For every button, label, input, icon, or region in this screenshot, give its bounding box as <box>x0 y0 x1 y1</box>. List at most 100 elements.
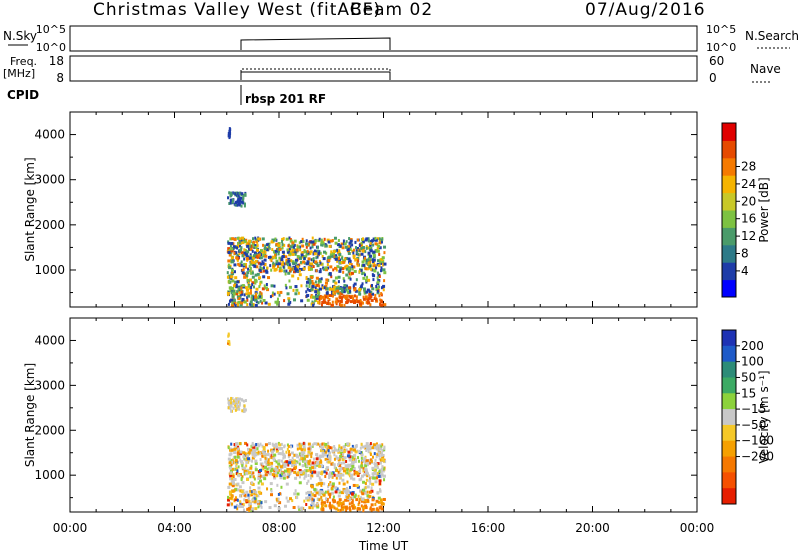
data-cell <box>292 506 296 510</box>
data-cell <box>314 280 317 284</box>
data-cell <box>288 279 291 283</box>
data-cell <box>358 501 361 505</box>
data-cell <box>231 467 234 471</box>
data-cell <box>239 500 242 504</box>
data-cell <box>249 245 252 249</box>
data-cell <box>351 504 354 508</box>
data-cell <box>357 459 360 463</box>
data-cell <box>275 460 278 464</box>
data-cell <box>300 453 303 457</box>
data-cell <box>230 191 233 195</box>
data-cell <box>353 294 356 298</box>
data-cell <box>238 196 241 200</box>
data-cell <box>332 291 335 295</box>
data-cell <box>376 280 380 284</box>
data-cell <box>303 499 306 503</box>
data-cell <box>273 476 277 480</box>
data-cell <box>372 473 375 477</box>
data-cell <box>369 442 372 446</box>
data-cell <box>333 287 337 291</box>
data-cell <box>348 502 351 506</box>
data-cell <box>365 237 369 241</box>
data-cell <box>346 495 350 499</box>
data-cell <box>300 442 303 446</box>
data-cell <box>231 475 235 479</box>
data-cell <box>272 255 276 259</box>
data-cell <box>369 476 372 480</box>
data-cell <box>347 245 350 249</box>
data-cell <box>245 254 248 258</box>
data-cell <box>326 238 330 242</box>
data-cell <box>274 237 277 241</box>
data-cell <box>308 278 312 282</box>
data-cell <box>331 505 335 509</box>
data-cell <box>364 295 368 299</box>
data-cell <box>296 471 300 475</box>
data-cell <box>269 257 273 261</box>
data-cell <box>270 493 274 497</box>
data-cell <box>230 249 234 253</box>
data-cell <box>343 284 347 288</box>
data-cell <box>302 260 306 264</box>
data-cell <box>251 283 254 287</box>
data-cell <box>230 247 234 251</box>
data-cell <box>320 445 323 449</box>
data-cell <box>362 287 366 291</box>
data-cell <box>377 508 380 512</box>
data-cell <box>349 247 352 251</box>
data-cell <box>359 496 362 500</box>
data-cell <box>331 287 335 291</box>
data-cell <box>327 489 330 493</box>
data-cell <box>351 456 354 460</box>
data-cell <box>229 289 232 293</box>
data-cell <box>372 476 376 480</box>
colorbar-segment <box>722 210 736 228</box>
data-cell <box>326 263 329 267</box>
data-cell <box>338 287 342 291</box>
data-cell <box>247 291 251 295</box>
data-cell <box>381 256 384 260</box>
data-cell <box>341 448 344 452</box>
data-cell <box>238 485 242 489</box>
colorbar-frame <box>721 122 737 298</box>
data-cell <box>320 277 323 281</box>
data-cell <box>255 443 258 447</box>
data-cell <box>312 240 315 244</box>
data-cell <box>382 288 385 292</box>
data-cell <box>233 489 236 493</box>
data-cell <box>328 471 331 475</box>
data-cell <box>259 468 263 472</box>
data-cell <box>294 261 298 265</box>
data-cell <box>253 251 257 255</box>
data-cell <box>300 456 303 460</box>
data-cell <box>360 474 364 478</box>
data-cell <box>349 491 352 495</box>
data-cell <box>374 464 378 468</box>
data-cell <box>349 289 352 293</box>
data-cell <box>233 451 237 455</box>
data-cell <box>305 469 308 473</box>
data-cell <box>237 201 240 205</box>
data-cell <box>335 455 338 459</box>
data-cell <box>349 238 353 242</box>
data-cell <box>236 507 239 511</box>
data-cell <box>348 463 351 467</box>
data-cell <box>364 486 367 490</box>
data-cell <box>358 478 362 482</box>
data-cell <box>266 453 270 457</box>
data-cell <box>345 294 349 298</box>
data-cell <box>316 255 319 259</box>
data-cell <box>242 198 245 202</box>
data-cell <box>311 242 314 246</box>
data-cell <box>383 251 386 255</box>
colorbar-tick-label: 16 <box>741 212 756 226</box>
data-cell <box>349 447 353 451</box>
data-cell <box>241 236 245 240</box>
data-cell <box>360 301 364 305</box>
data-cell <box>260 505 263 509</box>
data-cell <box>227 251 231 255</box>
data-cell <box>250 259 253 263</box>
data-cell <box>258 504 262 508</box>
data-cell <box>309 447 312 451</box>
data-cell <box>283 262 286 266</box>
